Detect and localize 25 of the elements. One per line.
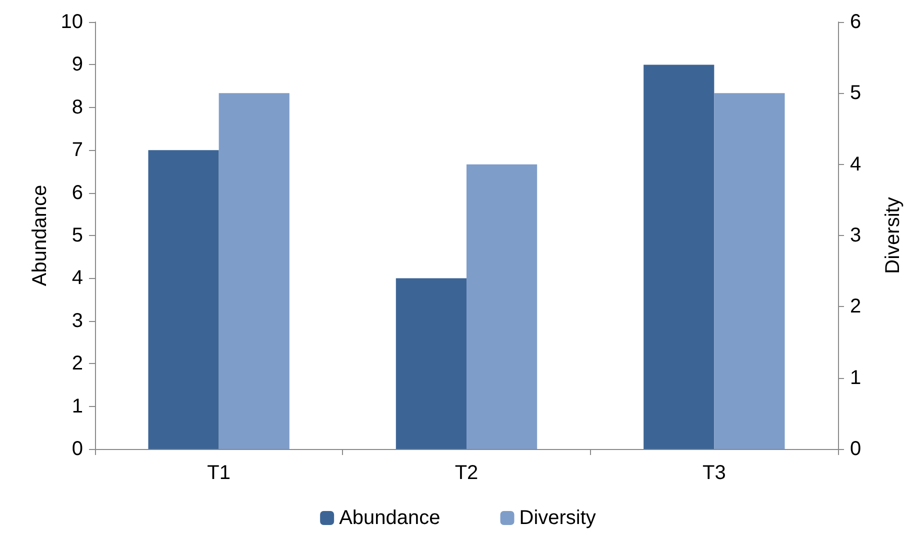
y-tick-label: 3 [72,310,83,332]
y2-tick-label: 3 [850,224,862,246]
y2-tick-label: 6 [850,11,862,33]
y-tick-label: 7 [72,139,83,162]
y-axis-title: Abundance [28,184,51,286]
y2-tick-label: 0 [850,438,862,460]
x-tick-label: T3 [702,462,726,484]
x-tick-label: T2 [454,462,478,484]
y-tick-label: 1 [72,395,83,418]
y-tick-label: 9 [72,54,83,76]
y2-tick-label: 1 [850,366,862,389]
y2-tick-label: 2 [850,296,862,318]
y2-axis-title: Diversity [882,197,904,274]
y-tick-label: 6 [72,182,83,204]
y-tick-label: 8 [72,96,83,118]
y-tick-label: 0 [72,438,83,460]
legend-label: Abundance [339,507,440,529]
y-tick-label: 2 [72,352,83,375]
y2-tick-label: 5 [850,82,862,104]
y2-tick-label: 4 [850,153,862,176]
x-tick-label: T1 [207,462,231,484]
y-tick-label: 10 [60,11,83,33]
legend-label: Diversity [519,507,596,529]
y-tick-label: 4 [72,267,83,290]
y-tick-label: 5 [72,224,83,246]
